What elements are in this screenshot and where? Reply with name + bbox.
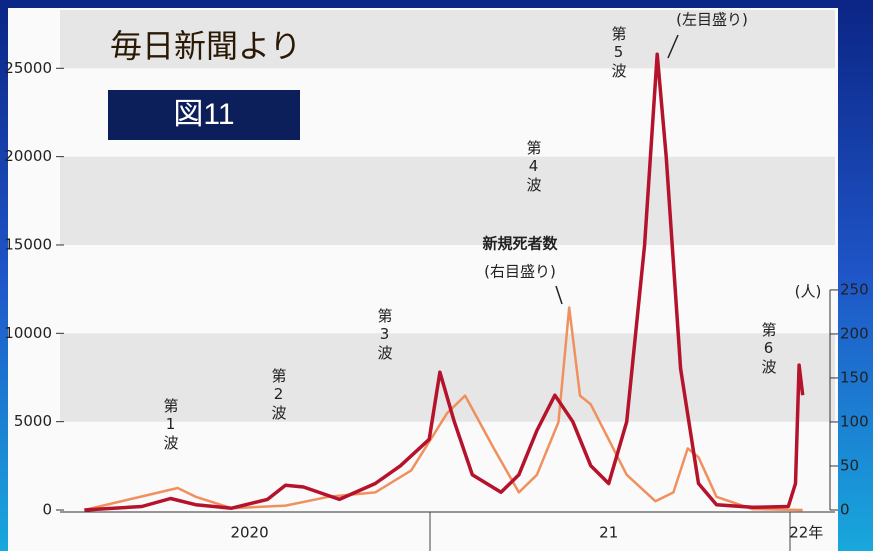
chart-title: 毎日新聞より	[110, 27, 301, 65]
y-tick-label: 20000	[4, 147, 52, 165]
annotation: 新規死者数	[482, 235, 558, 253]
y2-tick-label: 0	[840, 501, 850, 519]
y-tick-label: 15000	[4, 235, 52, 253]
y-tick-label: 0	[42, 501, 52, 519]
annotation: 第5波	[610, 25, 628, 80]
annotation: 第1波	[162, 397, 180, 452]
annotation: (左目盛り)	[676, 11, 748, 29]
x-tick-label: 22年	[789, 524, 823, 542]
x-tick-label: 2020	[230, 524, 268, 542]
annotation: (右目盛り)	[484, 263, 556, 281]
y2-tick-label: 200	[840, 324, 869, 342]
series-line	[84, 52, 805, 512]
annotation: 第4波	[525, 139, 543, 194]
y2-tick-label: 250	[840, 280, 869, 298]
figure-label-box	[108, 90, 300, 140]
pointer	[555, 285, 563, 305]
annotation: 第2波	[270, 367, 288, 422]
plot-panel	[8, 8, 838, 551]
y-tick-label: 5000	[14, 412, 52, 430]
annotation: (人)	[795, 283, 822, 301]
y-tick-label: 25000	[4, 59, 52, 77]
grid-band	[60, 333, 835, 422]
y2-tick-label: 100	[840, 412, 869, 430]
grid-band	[60, 156, 835, 245]
x-tick-label: 21	[599, 524, 618, 542]
figure-label: 図11	[173, 98, 234, 131]
y2-tick-label: 50	[840, 456, 859, 474]
annotation: 第3波	[376, 307, 394, 362]
annotation: 第6波	[760, 321, 778, 376]
pointer	[667, 34, 679, 59]
grid-band	[60, 10, 835, 69]
y2-tick-label: 150	[840, 368, 869, 386]
series-line	[84, 306, 803, 512]
y-tick-label: 10000	[4, 324, 52, 342]
